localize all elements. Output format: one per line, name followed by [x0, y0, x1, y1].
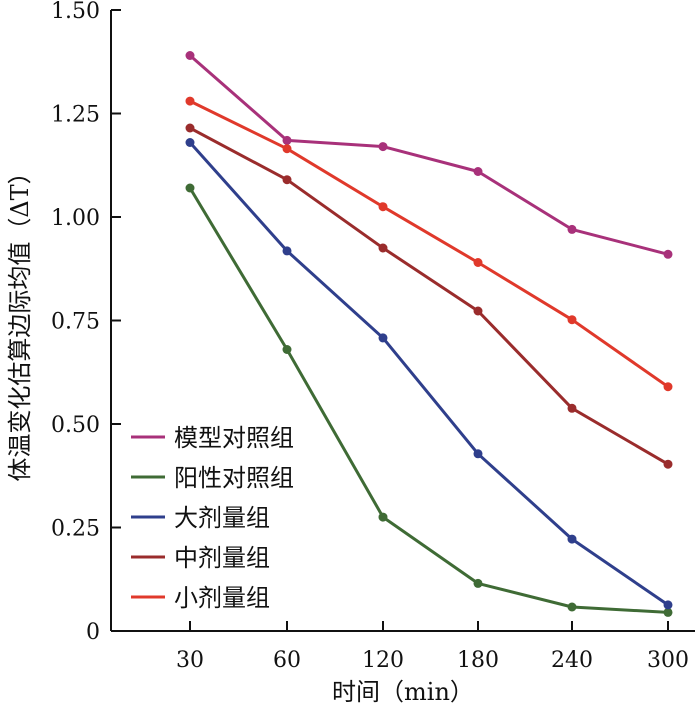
y-axis-label: 体温变化估算边际均值（ΔT）: [6, 160, 34, 481]
series-3-point: [567, 403, 577, 413]
series-3-point: [663, 459, 673, 469]
legend-label: 阳性对照组: [174, 464, 294, 492]
y-tick-label: 0.25: [51, 517, 100, 542]
legend-label: 大剂量组: [174, 504, 270, 532]
x-tick-label: 120: [362, 648, 404, 673]
series-line-2: [188, 141, 669, 607]
series-4-point: [567, 315, 577, 325]
x-tick-label: 300: [647, 648, 689, 673]
series-1-point: [378, 512, 388, 522]
series-1-point: [185, 183, 195, 193]
y-tick-label: 0: [86, 620, 100, 645]
series-0-point: [567, 224, 577, 234]
series-points: [185, 51, 673, 617]
series-lines: [188, 54, 669, 614]
series-0-point: [282, 135, 292, 145]
legend-label: 小剂量组: [174, 584, 270, 612]
y-ticks: 0 0.25 0.50 0.75 1.00 1.25 1.50: [51, 0, 121, 645]
series-0-point: [473, 167, 483, 176]
series-3-point: [473, 306, 483, 316]
series-4-point: [663, 382, 673, 392]
x-tick-label: 180: [457, 648, 499, 673]
x-tick-label: 60: [273, 648, 301, 673]
series-2-point: [378, 333, 388, 343]
series-2-point: [473, 449, 483, 459]
axes: [110, 10, 695, 632]
series-4-point: [473, 258, 483, 267]
legend-label: 模型对照组: [174, 424, 294, 452]
series-2-point: [185, 138, 195, 147]
x-tick-label: 30: [176, 648, 204, 673]
x-tick-label: 240: [551, 648, 593, 673]
y-tick-label: 0.75: [51, 310, 100, 335]
y-tick-label: 1.25: [51, 103, 100, 128]
series-4-point: [378, 202, 388, 212]
series-line-4: [189, 99, 669, 388]
y-tick-label: 1.50: [51, 0, 100, 24]
series-line-3: [189, 126, 669, 466]
series-line-0: [189, 54, 669, 256]
x-ticks: 30 60 120 180 240 300: [176, 621, 689, 673]
y-tick-label: 1.00: [51, 206, 100, 231]
series-1-point: [282, 345, 292, 354]
series-4-point: [282, 144, 292, 154]
x-axis-label: 时间（min）: [332, 678, 474, 706]
series-1-point: [567, 602, 577, 612]
series-2-point: [282, 246, 292, 256]
legend-label: 中剂量组: [174, 544, 270, 572]
series-1-point: [473, 578, 483, 588]
series-2-point: [567, 534, 577, 544]
series-0-point: [185, 51, 195, 60]
series-3-point: [378, 243, 388, 253]
y-tick-label: 0.50: [51, 413, 100, 438]
series-0-point: [378, 142, 388, 152]
series-2-point: [663, 600, 673, 610]
series-line-1: [188, 187, 669, 614]
series-0-point: [663, 249, 673, 259]
series-3-point: [282, 175, 292, 185]
series-4-point: [185, 96, 195, 106]
series-1-point: [663, 607, 673, 617]
series-3-point: [185, 123, 195, 133]
